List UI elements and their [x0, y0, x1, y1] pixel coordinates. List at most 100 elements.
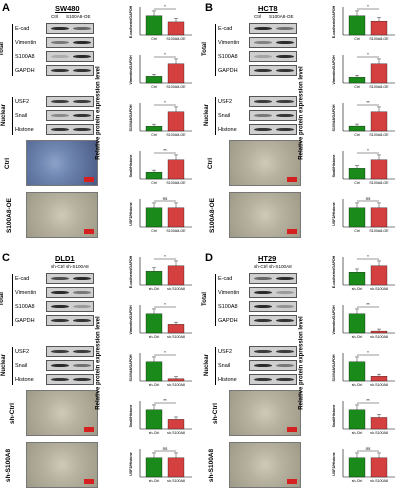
blot-band: [254, 26, 272, 31]
blot-band: [276, 304, 294, 309]
bar-control: [348, 77, 366, 84]
bar-treated: [167, 324, 185, 334]
micrograph-label: S100A8-OE: [6, 197, 14, 234]
bar-control: [145, 271, 163, 286]
scale-bar: [84, 427, 94, 432]
x-tick-label: Ctrl: [151, 181, 157, 185]
blot-band: [73, 276, 91, 281]
significance-label: *: [367, 350, 369, 355]
x-tick-label: Ctrl: [354, 85, 360, 89]
bar-control: [348, 15, 366, 36]
western-blot-nuclear-0: [46, 346, 94, 357]
blot-label-total: Vimentin: [218, 290, 240, 296]
blot-band: [254, 349, 272, 354]
bar-treated: [370, 265, 388, 286]
condition-ctrl-header: sh-Ctrl: [254, 264, 268, 269]
significance-label: ns: [366, 446, 372, 451]
blot-band: [276, 26, 294, 31]
x-tick-label: sh-Ctrl: [149, 287, 160, 291]
significance-label: ns: [366, 196, 372, 201]
blot-label-nuclear: USF2: [218, 349, 233, 355]
group-label-total: Total: [0, 42, 5, 56]
group-label-nuclear: Nuclear: [204, 103, 211, 127]
x-tick-label: S100A8-OE: [369, 85, 389, 89]
x-tick-label: sh-S100A8: [370, 431, 388, 435]
x-tick-label: Ctrl: [354, 229, 360, 233]
plot-ylabel: Snail/Histone: [332, 155, 336, 178]
x-tick-label: sh-Ctrl: [352, 383, 363, 387]
bar-control: [348, 361, 366, 382]
blot-band: [51, 377, 69, 382]
micrograph-label: Ctrl: [4, 157, 12, 170]
panel-letter: A: [2, 2, 10, 14]
significance-label: *: [164, 350, 166, 355]
panel-b: B HCT8 Ctrl S100A8-OE E-cad Vimentin S100A8 GAP…: [202, 0, 406, 250]
blot-band: [51, 26, 69, 31]
x-tick-label: sh-S100A8: [167, 335, 185, 339]
plot-ylabel: S100A8/GAPDH: [129, 354, 133, 381]
plot-ylabel: USF2/Histone: [129, 202, 133, 225]
micrograph-label: sh-S100A8: [5, 448, 13, 483]
blot-band: [254, 68, 272, 73]
cell-micrograph: [26, 390, 98, 436]
total-bracket: [215, 274, 216, 326]
blot-band: [254, 290, 272, 295]
blot-band: [276, 290, 294, 295]
bar-control: [145, 457, 163, 478]
blot-band: [51, 349, 69, 354]
total-bracket: [12, 274, 13, 326]
blot-band: [73, 99, 91, 104]
x-tick-label: Ctrl: [354, 133, 360, 137]
western-blot-total-1: [249, 37, 297, 48]
panel-a: A SW480 Ctrl S100A8-OE E-cad Vimentin S100A8 GA…: [0, 0, 203, 250]
plot-ylabel: E-cadherin/GAPDH: [129, 255, 133, 288]
blot-band: [254, 99, 272, 104]
bar-chart-group: E-cadherin/GAPDH sh-Ctrl sh-S100A8 * Vimenti…: [129, 254, 192, 483]
bar-control: [348, 313, 366, 334]
western-blot-nuclear-0: [46, 96, 94, 107]
scale-bar: [287, 229, 297, 234]
western-blot-nuclear-2: [46, 374, 94, 385]
significance-label: *: [164, 4, 166, 9]
bar-control: [145, 207, 163, 228]
significance-label: **: [163, 148, 167, 153]
blot-label-total: GAPDH: [218, 68, 238, 74]
micrograph-label: Ctrl: [207, 157, 215, 170]
bar-treated: [370, 63, 388, 84]
cell-micrograph: [229, 442, 301, 488]
blot-band: [73, 68, 91, 73]
bar-treated: [370, 207, 388, 228]
micrograph-label: sh-S100A8: [208, 448, 216, 483]
western-blot-total-3: [46, 65, 94, 76]
group-label-total: Total: [0, 292, 5, 306]
bar-control: [348, 125, 366, 132]
plot-ylabel: Vimentin/GAPDH: [332, 305, 336, 334]
western-blot-nuclear-1: [249, 110, 297, 121]
cell-line-title: HCT8: [258, 4, 278, 13]
western-blot-nuclear-0: [249, 346, 297, 357]
blot-label-total: S100A8: [15, 304, 35, 310]
bar-treated: [370, 330, 388, 334]
plot-ylabel: S100A8/GAPDH: [332, 354, 336, 381]
y-axis-title: Relative protein expression level: [298, 66, 305, 160]
significance-label: *: [367, 254, 369, 259]
blot-band: [51, 276, 69, 281]
cell-line-title: HT29: [258, 254, 277, 263]
plot-ylabel: Snail/Histone: [129, 405, 133, 428]
blot-band: [254, 113, 272, 118]
bar-control: [348, 272, 366, 286]
significance-label: **: [163, 398, 167, 403]
blot-band: [73, 349, 91, 354]
x-tick-label: S100A8-OE: [369, 37, 389, 41]
condition-treated-header: S100A8-OE: [269, 14, 294, 19]
blot-label-total: E-cad: [15, 276, 30, 282]
western-blot-total-0: [46, 23, 94, 34]
blot-band: [276, 377, 294, 382]
x-tick-label: S100A8-OE: [166, 37, 186, 41]
blot-band: [73, 127, 91, 132]
bar-control: [348, 457, 366, 478]
blot-band: [254, 318, 272, 323]
x-tick-label: S100A8-OE: [369, 133, 389, 137]
significance-label: **: [366, 302, 370, 307]
x-tick-label: S100A8-OE: [369, 229, 389, 233]
